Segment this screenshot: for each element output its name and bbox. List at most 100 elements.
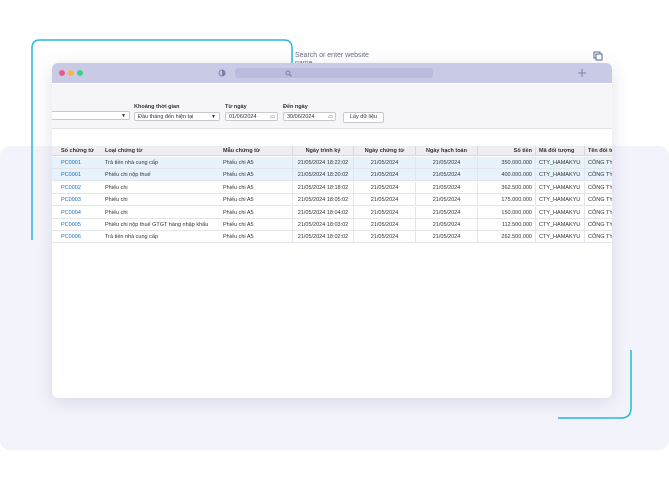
filter-label: Từ ngày <box>225 104 247 110</box>
column-header: Mã đối tượng <box>535 146 584 156</box>
from-date[interactable]: 01/06/2024 ▭ <box>225 112 278 121</box>
table-cell: Phiếu chi <box>105 197 128 204</box>
table-cell: Phiếu chi nộp thuế GTGT hàng nhập khẩu <box>105 222 209 228</box>
fetch-button[interactable]: Lấy dữ liệu <box>343 112 384 123</box>
table-row <box>52 157 612 169</box>
table-row <box>52 219 612 231</box>
table-cell: Phiếu chi A5 <box>223 222 254 228</box>
data-table: Số chứng từ Loại chứng từ Mẫu chứng từ Ngày… <box>52 146 612 246</box>
table-cell: CTY_HAMAKYU <box>535 194 584 207</box>
minimize-button[interactable] <box>68 70 74 76</box>
table-cell: CÔNG TY <box>584 206 612 219</box>
table-row <box>52 169 612 182</box>
column-header: Ngày chứng từ <box>353 146 415 156</box>
browser-toolbar <box>52 63 612 83</box>
table-cell: Trả tiền nhà cung cấp <box>105 160 158 166</box>
filter-value: Đầu tháng đến hiện tại <box>138 114 194 120</box>
period-select[interactable]: Đầu tháng đến hiện tại ▼ <box>134 112 220 121</box>
table-cell: 21/05/2024 <box>415 169 477 182</box>
table-cell: Phiếu chi A5 <box>223 197 254 204</box>
maximize-button[interactable] <box>77 70 83 76</box>
table-cell: CTY_HAMAKYU <box>535 169 584 182</box>
table-cell: 362.500.000 <box>477 181 535 194</box>
table-cell: CÔNG TY <box>584 181 612 194</box>
dropdown[interactable]: ▼ <box>52 111 130 120</box>
table-row <box>52 231 612 244</box>
shield-icon <box>218 69 226 77</box>
table-cell: 21/05/2024 <box>415 157 477 169</box>
document-link[interactable]: PC0005 <box>61 222 81 228</box>
table-cell: 21/05/2024 <box>415 181 477 194</box>
table-cell: Phiếu chi A5 <box>223 234 254 241</box>
column-header: Ngày trình ký <box>292 146 353 156</box>
table-cell: 21/05/2024 18:04:02 <box>292 206 353 219</box>
column-header: Số chứng từ <box>61 148 95 154</box>
table-cell: CÔNG TY <box>584 219 612 231</box>
table-cell: 150.000.000 <box>477 206 535 219</box>
column-header: Tên đối tu <box>584 146 612 156</box>
table-cell: CÔNG TY <box>584 231 612 244</box>
table-cell: 21/05/2024 18:22:02 <box>292 157 353 169</box>
browser-window: ▼ Khoảng thời gian Đầu tháng đến hiện tạ… <box>52 63 612 398</box>
table-cell: 21/05/2024 <box>415 231 477 244</box>
filter-value: 01/06/2024 <box>229 114 257 120</box>
table-cell: Phiếu chi <box>105 184 128 191</box>
document-link[interactable]: PC0003 <box>61 197 81 204</box>
table-cell: 21/05/2024 18:18:02 <box>292 181 353 194</box>
table-header-row <box>52 146 612 156</box>
document-link[interactable]: PC0004 <box>61 209 81 216</box>
table-cell: 21/05/2024 <box>353 157 415 169</box>
table-cell: CÔNG TY <box>584 157 612 169</box>
table-row <box>52 181 612 194</box>
filter-label: Đến ngày <box>283 104 308 110</box>
table-cell: Phiếu chi A5 <box>223 184 254 191</box>
column-header: Ngày hạch toán <box>415 146 477 156</box>
address-bar[interactable] <box>235 68 433 78</box>
table-cell: 21/05/2024 <box>353 169 415 182</box>
table-cell: 400.000.000 <box>477 169 535 182</box>
document-link[interactable]: PC0006 <box>61 234 81 241</box>
table-cell: Phiếu chi A5 <box>223 160 254 166</box>
filter-bar: ▼ Khoảng thời gian Đầu tháng đến hiện tạ… <box>52 84 612 129</box>
table-cell: 21/05/2024 <box>415 219 477 231</box>
table-row <box>52 206 612 219</box>
table-cell: 262.500.000 <box>477 231 535 244</box>
table-cell: CTY_HAMAKYU <box>535 231 584 244</box>
table-cell: CTY_HAMAKYU <box>535 206 584 219</box>
table-cell: 21/05/2024 <box>415 194 477 207</box>
table-cell: CÔNG TY <box>584 194 612 207</box>
table-cell: 175.000.000 <box>477 194 535 207</box>
table-cell: 21/05/2024 <box>415 206 477 219</box>
table-cell: Trả tiền nhà cung cấp <box>105 234 158 241</box>
filter-label: Khoảng thời gian <box>134 104 180 110</box>
table-cell: 21/05/2024 <box>353 181 415 194</box>
table-cell: CTY_HAMAKYU <box>535 157 584 169</box>
new-tab-button[interactable] <box>577 68 587 78</box>
table-cell: 21/05/2024 <box>353 194 415 207</box>
document-link[interactable]: PC0002 <box>61 184 81 191</box>
table-cell: 21/05/2024 <box>353 206 415 219</box>
column-header: Loại chứng từ <box>105 148 143 154</box>
column-header: Mẫu chứng từ <box>223 148 260 154</box>
table-cell: Phiếu chi <box>105 209 128 216</box>
document-link[interactable]: PC0001 <box>61 160 81 166</box>
table-cell: 350.000.000 <box>477 157 535 169</box>
to-date[interactable]: 30/06/2024 ▭ <box>283 112 336 121</box>
table-cell: 21/05/2024 18:02:02 <box>292 231 353 244</box>
close-button[interactable] <box>59 70 65 76</box>
table-cell: CTY_HAMAKYU <box>535 181 584 194</box>
column-header: Số tiền <box>477 146 535 156</box>
table-cell: 21/05/2024 18:05:02 <box>292 194 353 207</box>
table-cell: 21/05/2024 18:03:02 <box>292 219 353 231</box>
table-cell: 112.500.000 <box>477 219 535 231</box>
table-cell: 21/05/2024 <box>353 219 415 231</box>
table-row <box>52 194 612 207</box>
table-cell: 21/05/2024 18:20:02 <box>292 169 353 182</box>
table-cell: CÔNG TY <box>584 169 612 182</box>
table-cell: CTY_HAMAKYU <box>535 219 584 231</box>
search-icon <box>285 70 292 77</box>
document-link[interactable]: PC0001 <box>61 172 81 179</box>
filter-value: 30/06/2024 <box>287 114 315 120</box>
